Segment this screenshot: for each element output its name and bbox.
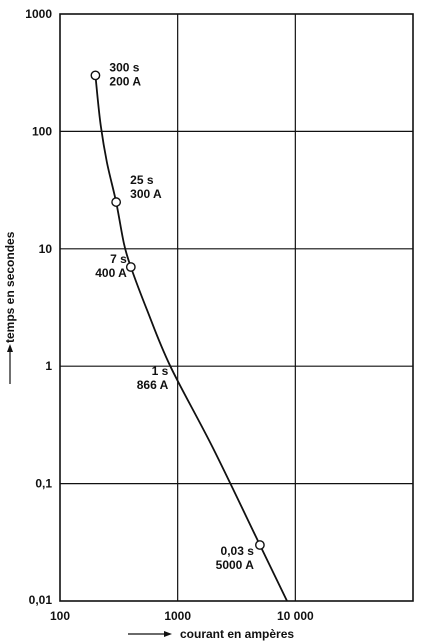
annotation-time: 1 s — [152, 364, 169, 378]
plot-frame — [59, 13, 414, 602]
y-axis-arrowhead — [7, 344, 13, 352]
annotation-time: 7 s — [110, 252, 127, 266]
y-tick-label: 0,1 — [35, 477, 52, 491]
annotation-time: 25 s — [130, 173, 154, 187]
data-point-marker — [125, 262, 136, 272]
annotation-current: 400 A — [95, 266, 127, 280]
x-axis-arrowhead — [164, 631, 172, 637]
data-point-marker — [90, 70, 101, 81]
annotation-time: 300 s — [109, 60, 139, 74]
annotation-current: 300 A — [130, 187, 162, 201]
x-tick-label: 100 — [50, 609, 70, 623]
y-tick-labels: 1000 100 10 1 0,1 0,01 — [25, 7, 52, 607]
y-tick-label: 10 — [39, 242, 53, 256]
x-tick-label: 1000 — [164, 609, 191, 623]
y-tick-label: 1000 — [25, 7, 52, 21]
grid — [60, 14, 413, 601]
annotation-current: 5000 A — [216, 558, 255, 572]
annotation-time: 0,03 s — [221, 544, 255, 558]
x-axis-label: courant en ampères — [180, 627, 294, 641]
x-tick-labels: 100 1000 10 000 — [50, 609, 314, 623]
x-tick-label: 10 000 — [277, 609, 314, 623]
series-line — [94, 75, 288, 602]
annotation-current: 200 A — [109, 74, 141, 88]
y-tick-label: 100 — [32, 124, 52, 138]
data-point-marker — [111, 197, 122, 207]
y-axis-label: temps en secondes — [3, 231, 17, 343]
data-point-marker — [255, 540, 265, 550]
marker-group — [90, 70, 265, 550]
y-tick-label: 1 — [45, 359, 52, 373]
y-tick-label: 0,01 — [29, 593, 53, 607]
annotation-current: 866 A — [137, 378, 169, 392]
